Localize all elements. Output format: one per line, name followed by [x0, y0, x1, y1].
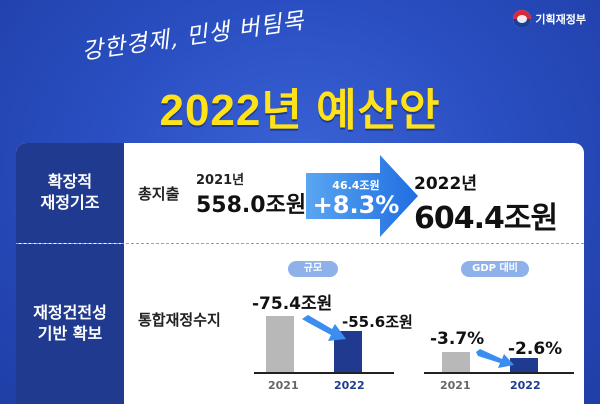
slogan: 강한경제, 민생 버팀목: [80, 8, 307, 66]
category-line: 재정건전성: [33, 303, 107, 323]
prev-year: 2021년: [196, 173, 245, 188]
new-amount: 604.4조원: [414, 201, 558, 236]
ministry-logo: 기획재정부: [513, 10, 586, 28]
chart-scale-value-2022: -55.6조원: [342, 313, 413, 331]
chart-gdp-bar-2022: [510, 357, 538, 372]
chart-scale-trend-arrow-icon: [302, 315, 346, 341]
budget-panel: 확장적 재정기조 재정건전성 기반 확보 총지출 2021년 558.0조원 4…: [16, 143, 584, 404]
chart-scale-value-2021: -75.4조원: [252, 294, 333, 314]
prev-amount: 558.0조원: [196, 193, 307, 218]
row-divider: [16, 243, 584, 244]
total-expenditure-label: 총지출: [138, 185, 180, 203]
chart-gdp-tick-2021: 2021: [440, 379, 471, 392]
category-expansionary: 확장적 재정기조: [16, 143, 124, 243]
chart-gdp-value-2021: -3.7%: [430, 329, 485, 349]
increase-amount: 46.4조원: [332, 179, 380, 192]
taegeuk-icon: [513, 10, 532, 28]
category-line: 확장적: [47, 172, 93, 192]
chart-gdp-axis: [424, 372, 574, 374]
logo-text: 기획재정부: [535, 13, 586, 26]
chart-scale-tick-2021: 2021: [268, 379, 299, 392]
chart-gdp-pill: GDP 대비: [461, 261, 529, 277]
increase-rate: +8.3%: [312, 191, 400, 219]
chart-gdp-tick-2022: 2022: [510, 379, 541, 392]
increase-arrow-icon: [306, 155, 418, 237]
fiscal-balance-label: 통합재정수지: [138, 311, 221, 329]
category-soundness: 재정건전성 기반 확보: [16, 244, 124, 404]
chart-scale-axis: [254, 372, 394, 374]
category-line: 재정기조: [40, 193, 100, 212]
chart-scale-bar-2021: [266, 316, 294, 372]
chart-gdp-trend-arrow-icon: [476, 349, 514, 368]
chart-gdp-bar-2021: [442, 352, 470, 372]
chart-scale-pill: 규모: [288, 261, 338, 277]
chart-scale-tick-2022: 2022: [334, 379, 365, 392]
new-year: 2022년: [414, 174, 477, 194]
chart-gdp-value-2022: -2.6%: [508, 339, 563, 359]
category-line: 기반 확보: [37, 324, 103, 343]
page-title: 2022년 예산안: [159, 86, 441, 135]
